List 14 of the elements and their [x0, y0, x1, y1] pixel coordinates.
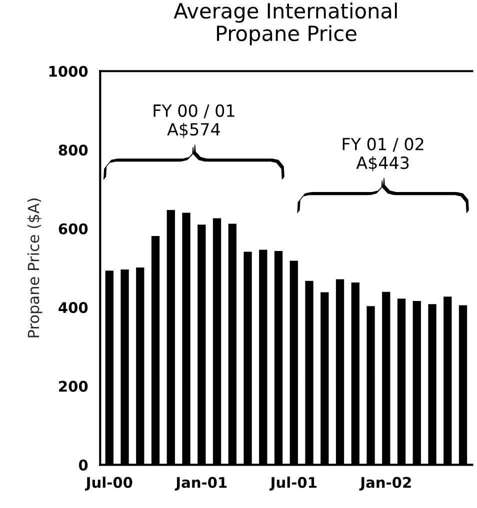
y-tick-label: 200	[59, 380, 88, 392]
y-tick-label: 400	[58, 302, 88, 314]
chart-title: Average International Propane Price	[174, 2, 397, 46]
y-tick-label: 600	[58, 223, 88, 234]
x-tick-label: Jul-01	[269, 476, 316, 491]
x-tick-label: Jan-02	[359, 476, 411, 491]
x-tick-label: Jan-01	[174, 476, 227, 491]
y-tick-label: 0	[78, 460, 88, 471]
y-axis-title: Propane Price ($A)	[27, 198, 42, 338]
annotation: FY 01 / 02 A$443	[342, 138, 424, 172]
annotation: FY 00 / 01 A$574	[154, 104, 234, 138]
y-tick-label: 1000	[49, 66, 88, 77]
x-tick-label: Jul-00	[85, 476, 132, 491]
y-tick-label: 800	[58, 144, 88, 156]
